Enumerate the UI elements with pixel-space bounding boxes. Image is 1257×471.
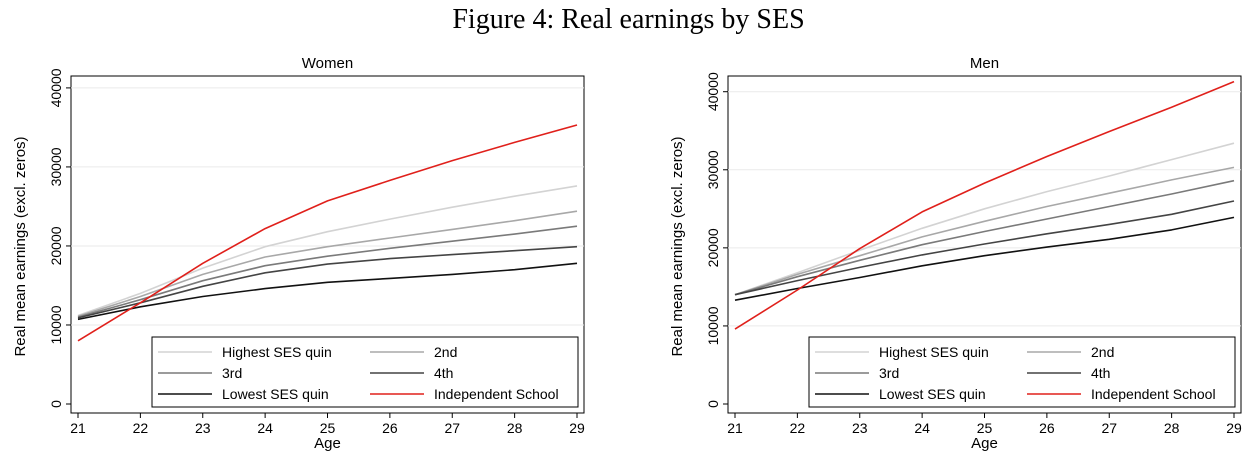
x-tick-label: 23 <box>195 420 211 436</box>
legend: Highest SES quin 2nd 3rd 4th Lowest SES quin… <box>151 336 579 408</box>
x-tick-label: 21 <box>70 420 86 436</box>
x-axis-title: Age <box>314 435 341 452</box>
y-tick-label: 40000 <box>48 68 64 107</box>
y-tick-label: 10000 <box>48 305 64 344</box>
series-line-independent-school <box>77 124 578 342</box>
y-tick-label: 20000 <box>705 228 721 267</box>
x-tick-label: 26 <box>382 420 398 436</box>
y-tick-label: 0 <box>48 400 64 408</box>
legend-label-lowest-ses-quin: Lowest SES quin <box>222 386 329 402</box>
legend: Highest SES quin 2nd 3rd 4th Lowest SES quin… <box>808 336 1236 408</box>
x-tick-label: 25 <box>977 420 993 436</box>
x-tick-label: 23 <box>852 420 868 436</box>
series-line-3rd <box>77 225 578 318</box>
men-earnings-chart: 0 10000 20000 30000 40000 21 22 23 24 25 26 27 28 29 A… <box>669 55 1242 452</box>
x-tick-label: 22 <box>790 420 806 436</box>
legend-label-2nd: 2nd <box>1091 344 1114 360</box>
x-axis-title: Age <box>971 435 998 452</box>
y-tick-label: 10000 <box>705 306 721 345</box>
series-line-3rd <box>734 179 1235 296</box>
x-tick-label: 29 <box>569 420 585 436</box>
legend-label-highest-ses-quin: Highest SES quin <box>222 344 332 360</box>
legend-label-4th: 4th <box>1091 365 1110 381</box>
panel-title: Women <box>302 55 353 72</box>
x-tick-label: 21 <box>727 420 743 436</box>
x-tick-label: 29 <box>1226 420 1242 436</box>
x-tick-label: 28 <box>1164 420 1180 436</box>
legend-label-2nd: 2nd <box>434 344 457 360</box>
panel-title: Men <box>970 55 999 72</box>
x-tick-label: 28 <box>507 420 523 436</box>
y-axis-title: Real mean earnings (excl. zeros) <box>669 136 686 356</box>
series-line-highest-ses-quin <box>734 142 1235 296</box>
women-earnings-chart: 0 10000 20000 30000 40000 21 22 23 24 25 26 27 28 29 A… <box>12 55 585 452</box>
y-tick-label: 30000 <box>48 147 64 186</box>
x-tick-label: 26 <box>1039 420 1055 436</box>
x-tick-label: 27 <box>1101 420 1117 436</box>
series-line-lowest-ses-quin <box>77 262 578 321</box>
y-axis-title: Real mean earnings (excl. zeros) <box>12 136 29 356</box>
legend-label-highest-ses-quin: Highest SES quin <box>879 344 989 360</box>
series-line-highest-ses-quin <box>77 185 578 317</box>
x-tick-label: 24 <box>914 420 930 436</box>
legend-box <box>808 336 1236 408</box>
legend-label-independent-school: Independent School <box>434 386 559 402</box>
legend-label-independent-school: Independent School <box>1091 386 1216 402</box>
x-tick-label: 27 <box>444 420 460 436</box>
series-line-lowest-ses-quin <box>734 216 1235 301</box>
legend-label-3rd: 3rd <box>879 365 899 381</box>
legend-box <box>151 336 579 408</box>
y-tick-label: 40000 <box>705 72 721 111</box>
legend-label-4th: 4th <box>434 365 453 381</box>
series-line-4th <box>77 245 578 319</box>
x-tick-label: 22 <box>133 420 149 436</box>
y-tick-label: 0 <box>705 400 721 408</box>
y-tick-label: 30000 <box>705 150 721 189</box>
figure-title: Figure 4: Real earnings by SES <box>452 4 805 35</box>
x-tick-label: 24 <box>257 420 273 436</box>
y-tick-label: 20000 <box>48 226 64 265</box>
series-line-2nd <box>734 166 1235 296</box>
legend-label-3rd: 3rd <box>222 365 242 381</box>
x-tick-label: 25 <box>320 420 336 436</box>
series-line-independent-school <box>734 80 1235 330</box>
legend-label-lowest-ses-quin: Lowest SES quin <box>879 386 986 402</box>
